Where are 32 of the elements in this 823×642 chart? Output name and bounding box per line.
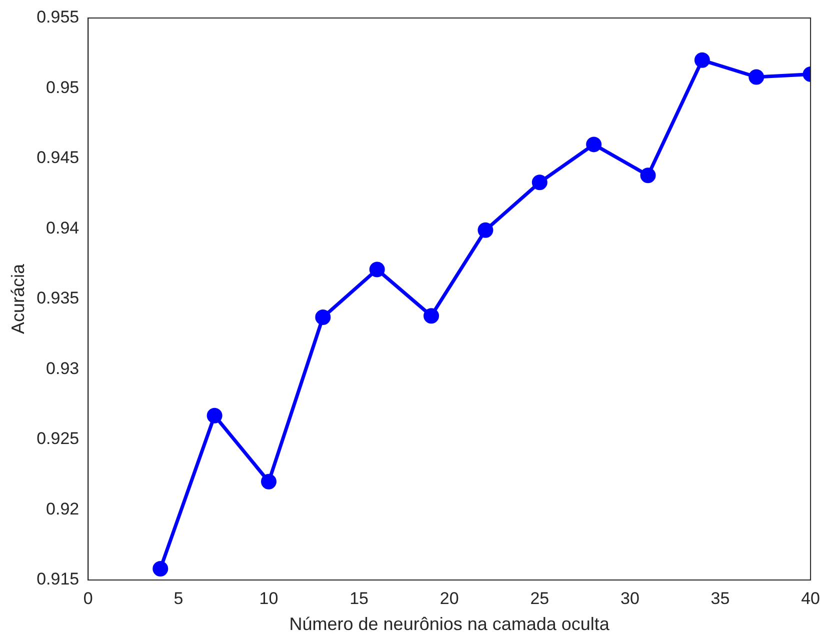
point <box>260 474 276 490</box>
y-tick-label: 0.955 <box>36 8 80 27</box>
y-tick-label: 0.935 <box>36 288 80 308</box>
point <box>315 310 331 326</box>
x-tick-label: 30 <box>620 588 640 608</box>
point <box>206 408 222 424</box>
point <box>748 69 764 85</box>
x-tick-label: 15 <box>350 588 369 608</box>
x-tick-label: 10 <box>259 588 278 608</box>
point <box>478 222 494 238</box>
point <box>532 174 548 190</box>
x-tick-label: 25 <box>530 588 550 608</box>
point <box>424 308 440 324</box>
x-tick-label: 20 <box>440 588 459 608</box>
point <box>369 262 385 278</box>
y-axis-title: Acurácia <box>8 262 28 334</box>
y-tick-label: 0.94 <box>46 218 80 238</box>
point <box>694 52 710 68</box>
y-tick-label: 0.925 <box>36 429 80 448</box>
x-tick-label: 35 <box>710 588 730 608</box>
y-tick-label: 0.93 <box>46 358 80 378</box>
y-tick-label: 0.945 <box>36 148 80 168</box>
point <box>586 136 602 152</box>
point <box>152 561 168 577</box>
y-tick-label: 0.95 <box>46 78 80 97</box>
y-tick-label: 0.92 <box>46 499 80 518</box>
y-tick-label: 0.915 <box>36 570 80 589</box>
x-tick-label: 0 <box>83 588 93 608</box>
x-tick-label: 5 <box>174 588 184 608</box>
x-axis-title: Número de neurônios na camada oculta <box>289 614 610 634</box>
point <box>640 168 656 184</box>
x-tick-label: 40 <box>801 588 820 608</box>
